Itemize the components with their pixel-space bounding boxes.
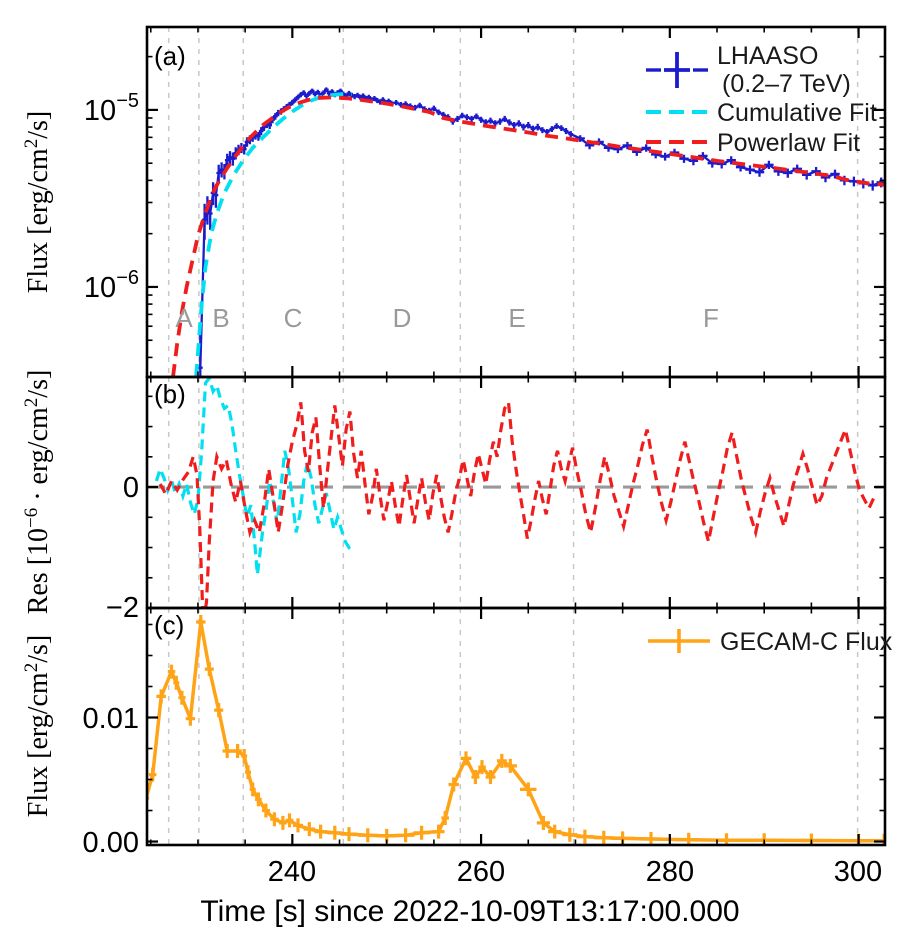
panel-tag-a: (a) — [154, 41, 186, 71]
legend-label-powerlaw-fit: Powerlaw Fit — [717, 129, 860, 157]
x-axis-label: Time [s] since 2022-10-09T13:17:00.000 — [200, 895, 739, 928]
y-tick-label-a: 10−5​ — [84, 90, 139, 127]
y-tick-label-b-neg2: −2 — [106, 592, 139, 624]
x-tick-label-240: 240 — [268, 856, 316, 888]
generated-chart-layer: 10−5​ 10−6​ Flux [erg/cm2​/s] Res [10−6​ · … — [21, 25, 887, 847]
section-label-f: F — [703, 303, 719, 333]
legend-label-lhaaso: LHAASO — [717, 42, 818, 70]
section-label-c: C — [284, 303, 303, 333]
x-tick-label-280: 280 — [646, 856, 694, 888]
gecam-markers — [147, 615, 885, 845]
x-tick-label-260: 260 — [457, 856, 505, 888]
residual-powerlaw-curve — [158, 397, 877, 608]
section-label-e: E — [508, 303, 525, 333]
y-tick-label-b-0: 0 — [123, 472, 139, 504]
legend-label-cumulative-fit: Cumulative Fit — [717, 99, 877, 127]
y-axis-label-c: Flux [erg/cm2​/s] — [21, 635, 54, 817]
section-label-d: D — [393, 303, 412, 333]
legend-label-gecam: GECAM-C Flux — [720, 628, 893, 656]
y-tick-label-a: 10−6​ — [84, 267, 139, 304]
panel-c-frame — [145, 606, 887, 847]
panel-tag-c: (c) — [154, 610, 184, 640]
y-tick-label-c-000: 0.00 — [83, 827, 139, 859]
x-tick-label-300: 300 — [834, 856, 882, 888]
section-label-a: A — [175, 303, 193, 333]
y-tick-label-c-001: 0.01 — [83, 703, 139, 735]
panel-tag-b: (b) — [154, 379, 186, 409]
powerlaw-fit-curve — [171, 95, 885, 377]
cumulative-fit-curve — [194, 92, 352, 377]
y-axis-label-b: Res [10−6​ · erg/cm2​/s] — [21, 370, 54, 615]
legend-label-lhaaso-band: (0.2–7 TeV) — [722, 70, 851, 98]
section-label-b: B — [212, 303, 229, 333]
y-axis-label-a: Flux [erg/cm2​/s] — [21, 111, 54, 293]
